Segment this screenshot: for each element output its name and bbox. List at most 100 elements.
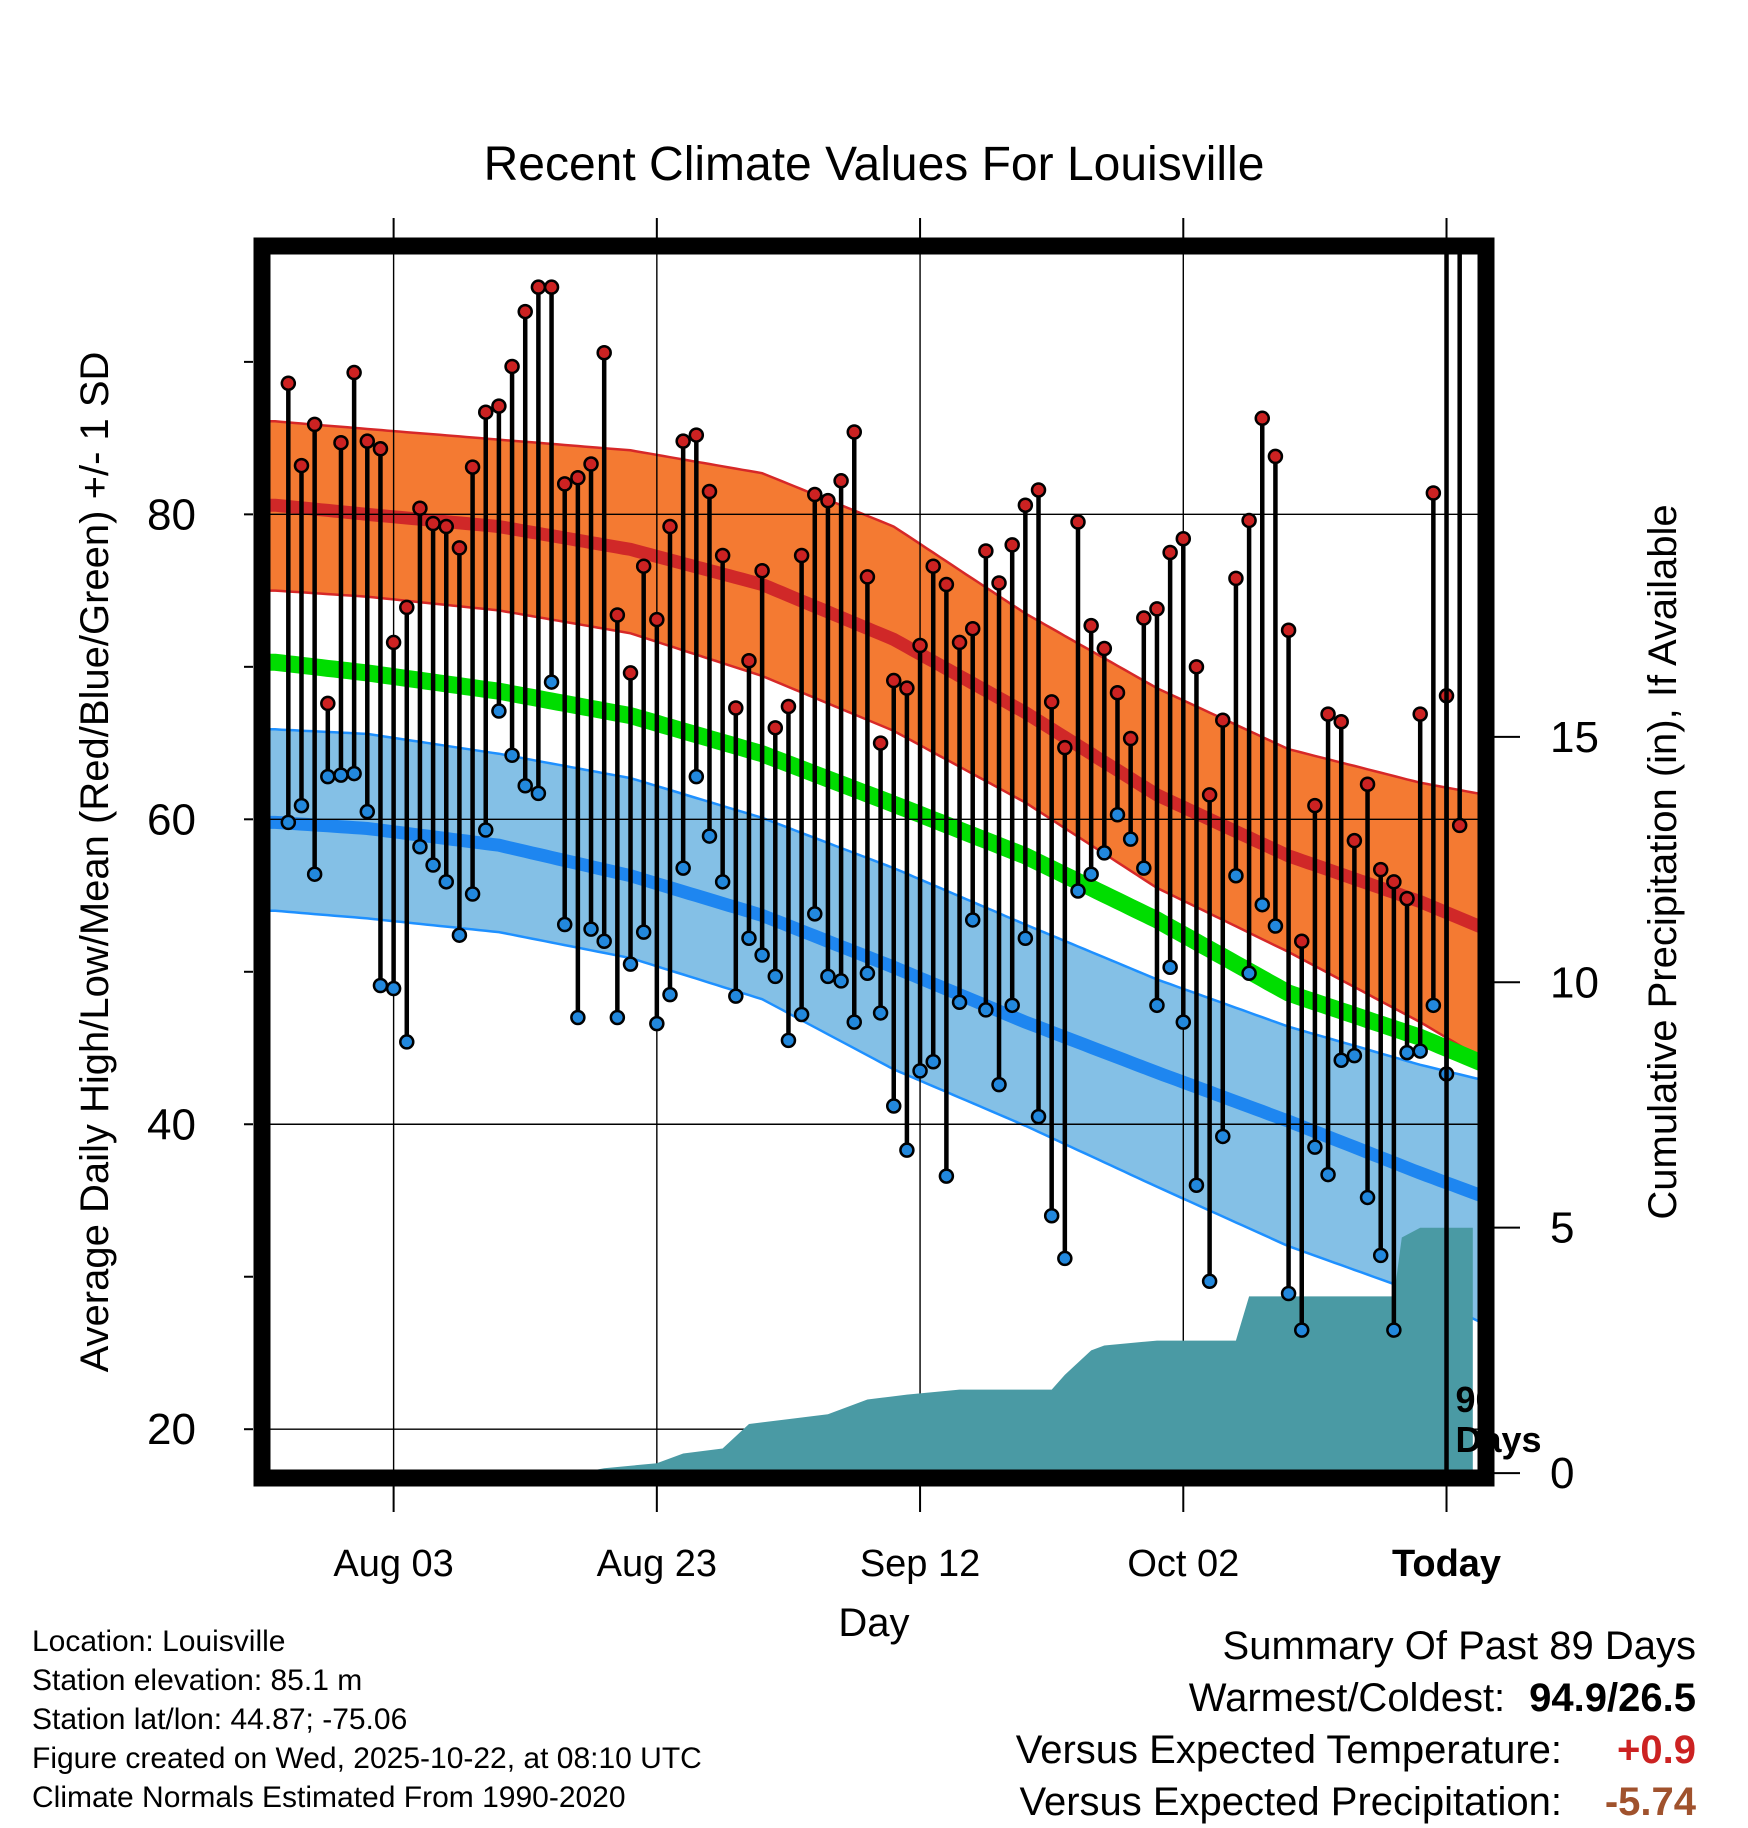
obs-high-point (372, 441, 389, 457)
obs-low-point (978, 1002, 994, 1018)
obs-high-point (1451, 817, 1468, 834)
y2-axis-label: Cumulative Precipitation (in), If Availa… (1641, 504, 1685, 1219)
obs-low-point (662, 986, 678, 1003)
precip-area (275, 1227, 1473, 1478)
obs-low-point (1425, 997, 1442, 1014)
obs-low-point (359, 803, 376, 820)
obs-high-point (1175, 531, 1192, 547)
obs-high-point (807, 486, 823, 503)
temp-value: +0.9 (1617, 1728, 1696, 1772)
obs-high-point (649, 611, 665, 628)
obs-high-point (1017, 497, 1034, 513)
obs-low-point (385, 980, 402, 997)
obs-high-point (767, 720, 784, 736)
normal-high-line (262, 498, 1486, 936)
precip-label: Versus Expected Precipitation: (1019, 1780, 1562, 1824)
obs-high-point (662, 518, 678, 535)
obs-low-point (346, 765, 362, 782)
obs-high-point (1372, 861, 1389, 878)
obs-low-point (807, 906, 823, 922)
obs-low-point (1320, 1166, 1336, 1183)
obs-high-point (1412, 706, 1428, 722)
obs-low-point (833, 973, 849, 989)
temp-label: Versus Expected Temperature: (1015, 1728, 1562, 1772)
obs-low-point (1030, 1108, 1047, 1125)
obs-high-point (477, 404, 494, 420)
obs-low-point (1346, 1047, 1363, 1064)
x-tick-label: Sep 12 (860, 1543, 980, 1585)
obs-low-point (451, 927, 468, 943)
y-tick-label: 80 (147, 490, 196, 539)
obs-low-point (754, 947, 770, 963)
obs-low-point (793, 1006, 810, 1023)
x-tick-label: Aug 03 (333, 1543, 453, 1585)
x-tick-label: Today (1392, 1543, 1501, 1585)
obs-high-point (1004, 537, 1020, 553)
obs-high-point (635, 558, 652, 574)
obs-high-point (1267, 448, 1284, 465)
normal-mean-line (262, 653, 1486, 1073)
obs-high-point (306, 416, 323, 433)
obs-high-point (280, 375, 297, 391)
obs-low-point (767, 968, 784, 985)
obs-low-point (543, 674, 560, 690)
obs-high-point (964, 620, 981, 637)
obs-low-point (372, 977, 389, 994)
obs-high-point (1030, 482, 1047, 498)
obs-high-point (714, 547, 731, 564)
obs-low-point (780, 1032, 797, 1049)
warmest-value: 94.9/26.5 (1529, 1676, 1696, 1720)
obs-low-point (899, 1142, 915, 1158)
obs-low-point (1122, 831, 1139, 847)
obs-low-point (675, 860, 691, 876)
chart-title: Recent Climate Values For Louisville (484, 138, 1265, 191)
obs-high-point (912, 637, 928, 654)
obs-high-point (793, 547, 810, 564)
obs-high-point (701, 483, 718, 500)
obs-high-point (622, 665, 639, 681)
y-axis-label: Average Daily High/Low/Mean (Red/Blue/Gr… (73, 352, 117, 1373)
obs-low-point (477, 822, 494, 838)
plot-frame (253, 237, 1495, 1487)
obs-high-point (675, 433, 691, 449)
obs-high-point (425, 515, 441, 532)
obs-high-point (464, 459, 481, 475)
obs-low-point (1201, 1273, 1218, 1290)
obs-high-point (1346, 832, 1363, 849)
x-axis-label: Day (838, 1601, 909, 1645)
obs-low-point (885, 1098, 902, 1114)
high-sd-upper-line (262, 420, 1486, 797)
low-sd-band (262, 729, 1486, 1325)
y2-tick-label: 15 (1550, 713, 1599, 762)
obs-high-point (780, 698, 797, 715)
location-text: Location: Louisville (32, 1625, 286, 1658)
obs-high-point (859, 569, 876, 585)
obs-low-point (1096, 845, 1113, 861)
obs-high-point (1201, 787, 1218, 803)
obs-low-point (1399, 1044, 1415, 1061)
obs-low-point (596, 933, 612, 950)
obs-high-point (1399, 890, 1415, 907)
elevation-text: Station elevation: 85.1 m (32, 1664, 363, 1697)
obs-low-point (859, 965, 876, 982)
obs-low-point (820, 968, 836, 985)
obs-low-point (412, 839, 428, 855)
obs-high-point (543, 279, 560, 295)
obs-high-point (1293, 933, 1310, 950)
obs-low-point (925, 1053, 941, 1070)
obs-high-point (1149, 601, 1165, 617)
low-sd-upper-line (262, 728, 1486, 1083)
obs-high-point (1057, 739, 1073, 756)
obs-high-point (1254, 410, 1271, 427)
obs-high-point (1228, 570, 1244, 587)
created-text: Figure created on Wed, 2025-10-22, at 08… (32, 1742, 702, 1775)
obs-high-point (1136, 610, 1152, 626)
obs-high-point (491, 398, 507, 414)
obs-low-point (938, 1168, 955, 1184)
obs-high-point (517, 303, 533, 320)
temp-row: Versus Expected Temperature: +0.9 (1016, 1724, 1696, 1776)
obs-high-point (1320, 706, 1336, 722)
precip-value: -5.74 (1604, 1780, 1696, 1824)
obs-high-point (1070, 514, 1086, 530)
obs-high-point (1215, 712, 1231, 728)
